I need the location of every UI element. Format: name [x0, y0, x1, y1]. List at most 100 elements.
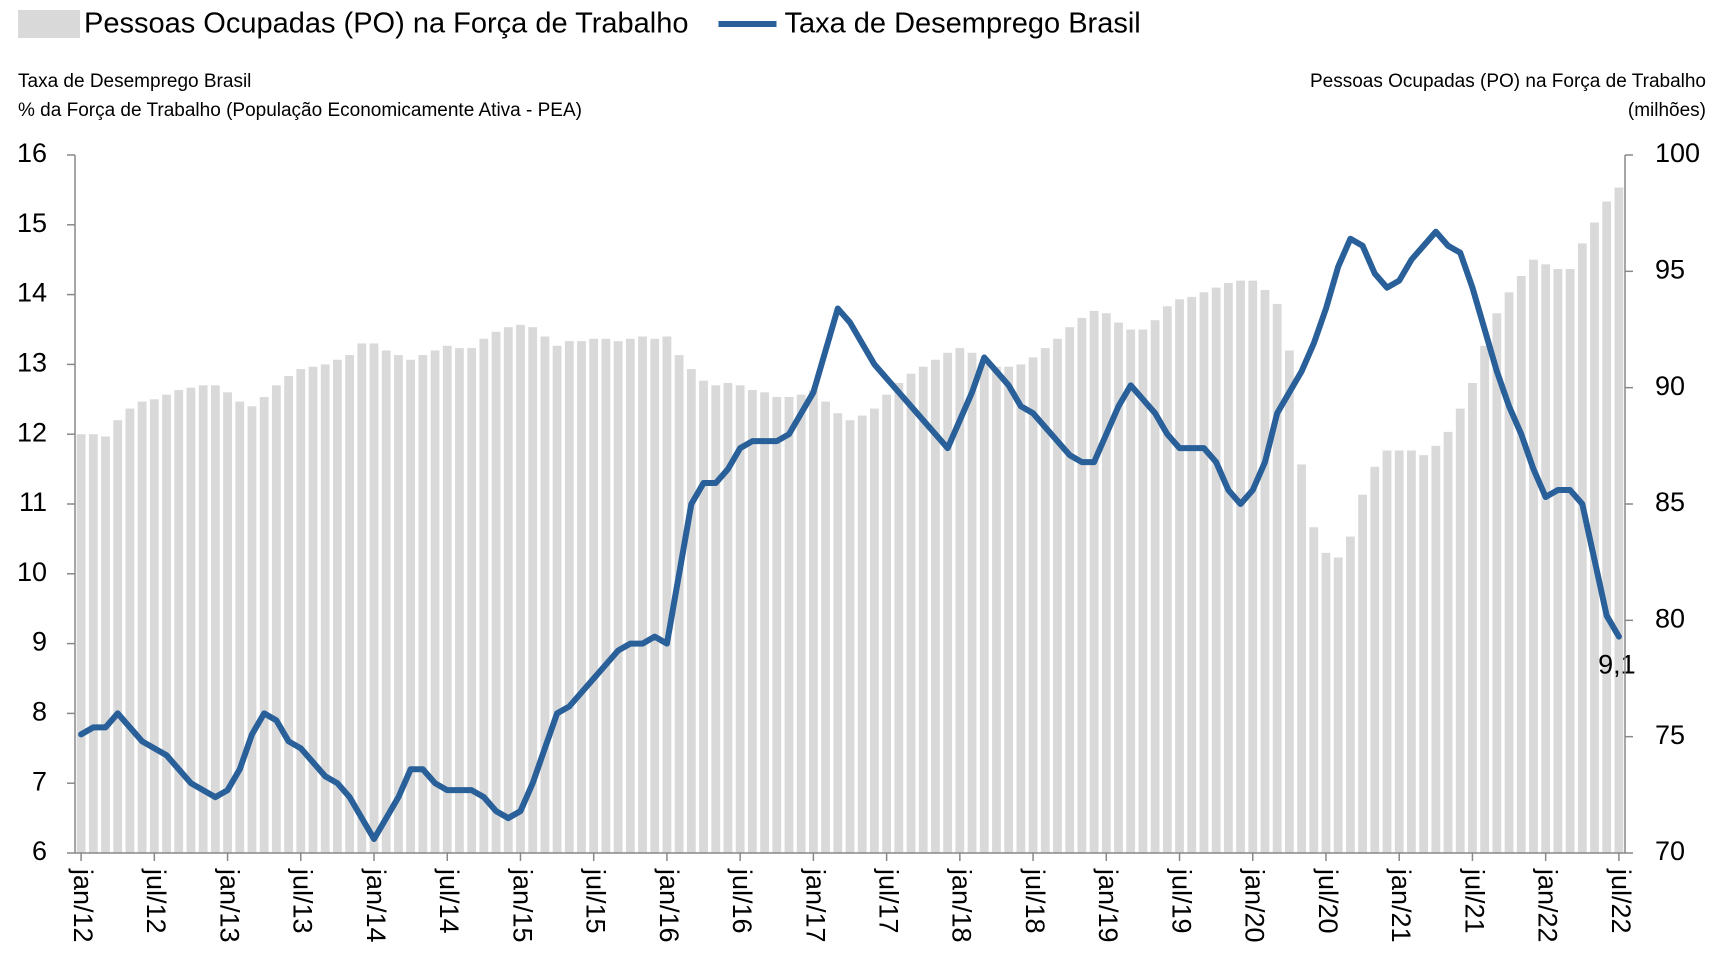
bar — [760, 392, 769, 853]
bar — [870, 408, 879, 853]
bar — [699, 380, 708, 853]
legend-swatch — [18, 10, 80, 38]
data-label: 9,1 — [1598, 650, 1636, 680]
bar — [369, 343, 379, 853]
bar — [808, 389, 818, 853]
bar — [1077, 317, 1087, 853]
y-tick-label: 16 — [17, 138, 47, 168]
bar — [686, 369, 696, 853]
bar — [650, 338, 660, 854]
bar — [833, 413, 843, 853]
y-tick-label: 15 — [17, 208, 47, 238]
bar — [1321, 552, 1331, 853]
x-tick-label: jul/18 — [1020, 868, 1050, 934]
bar — [1297, 464, 1306, 853]
y-axis-title: % da Força de Trabalho (População Econom… — [18, 100, 582, 121]
bar — [284, 376, 293, 853]
bar — [223, 392, 232, 853]
bar — [613, 341, 623, 853]
bar — [1590, 222, 1599, 853]
bar — [1236, 280, 1245, 853]
bar — [271, 385, 281, 853]
bar — [113, 420, 123, 853]
x-tick-label: jan/18 — [947, 868, 977, 943]
bar — [394, 355, 403, 853]
bar — [1394, 450, 1404, 853]
bar — [552, 345, 562, 853]
y2-tick-label: 100 — [1655, 138, 1700, 168]
bar — [1309, 527, 1319, 853]
bar — [992, 366, 1001, 853]
y-tick-label: 6 — [32, 836, 47, 866]
bar — [467, 348, 477, 853]
bar — [198, 385, 208, 853]
bar — [308, 366, 318, 853]
x-tick-label: jan/13 — [214, 868, 244, 943]
bar — [577, 341, 586, 853]
bar — [821, 401, 830, 853]
bar — [589, 338, 599, 854]
bar — [1065, 327, 1075, 853]
bar — [1443, 431, 1453, 853]
bar — [345, 355, 354, 853]
bar — [1370, 466, 1380, 853]
bar — [735, 385, 745, 853]
bar — [1187, 296, 1197, 854]
y2-axis-title: Pessoas Ocupadas (PO) na Força de Trabal… — [1310, 71, 1706, 92]
bar — [76, 434, 86, 853]
bar — [491, 331, 501, 853]
legend-label: Taxa de Desemprego Brasil — [784, 8, 1140, 40]
bar — [247, 406, 257, 853]
bar — [723, 383, 733, 853]
bar — [1382, 450, 1392, 853]
y2-tick-label: 80 — [1655, 603, 1685, 633]
y2-tick-label: 70 — [1655, 836, 1685, 866]
y2-tick-label: 95 — [1655, 254, 1685, 284]
bar — [967, 352, 977, 853]
bar — [1272, 303, 1282, 853]
bar — [357, 343, 367, 853]
bar — [625, 338, 635, 854]
bar — [1053, 338, 1062, 854]
bar — [162, 394, 171, 853]
bar — [88, 434, 98, 853]
bar — [1101, 313, 1111, 853]
bar — [1248, 280, 1258, 853]
bar — [1126, 329, 1136, 853]
bar — [235, 401, 245, 853]
bar — [711, 385, 721, 853]
y-tick-label: 8 — [32, 697, 47, 727]
x-tick-label: jul/15 — [581, 868, 611, 934]
y2-tick-label: 85 — [1655, 487, 1685, 517]
y-axis-title: Taxa de Desemprego Brasil — [18, 71, 251, 92]
x-tick-label: jan/22 — [1533, 868, 1563, 943]
bar — [101, 436, 110, 853]
bar — [210, 385, 220, 853]
bar — [772, 396, 782, 853]
bar — [381, 350, 391, 853]
y-tick-label: 14 — [17, 278, 47, 308]
bar — [1480, 345, 1490, 853]
bar — [1602, 201, 1612, 854]
bar — [931, 359, 940, 853]
x-tick-label: jan/14 — [361, 868, 391, 943]
bar — [1504, 292, 1514, 854]
bar — [784, 396, 794, 853]
bar — [1431, 445, 1441, 853]
bar — [906, 373, 916, 853]
bar — [1016, 364, 1026, 853]
bar — [259, 396, 269, 853]
bar — [503, 327, 513, 853]
line — [78, 228, 1622, 843]
bar — [418, 355, 428, 853]
bar — [857, 415, 867, 853]
bar — [882, 394, 892, 853]
x-tick-label: jan/21 — [1386, 868, 1416, 943]
y2-tick-label: 75 — [1655, 720, 1685, 750]
x-tick-label: jan/19 — [1093, 868, 1123, 943]
bar — [1541, 264, 1551, 853]
x-tick-label: jul/13 — [288, 868, 318, 934]
bar — [601, 338, 611, 854]
bar — [1614, 187, 1624, 853]
